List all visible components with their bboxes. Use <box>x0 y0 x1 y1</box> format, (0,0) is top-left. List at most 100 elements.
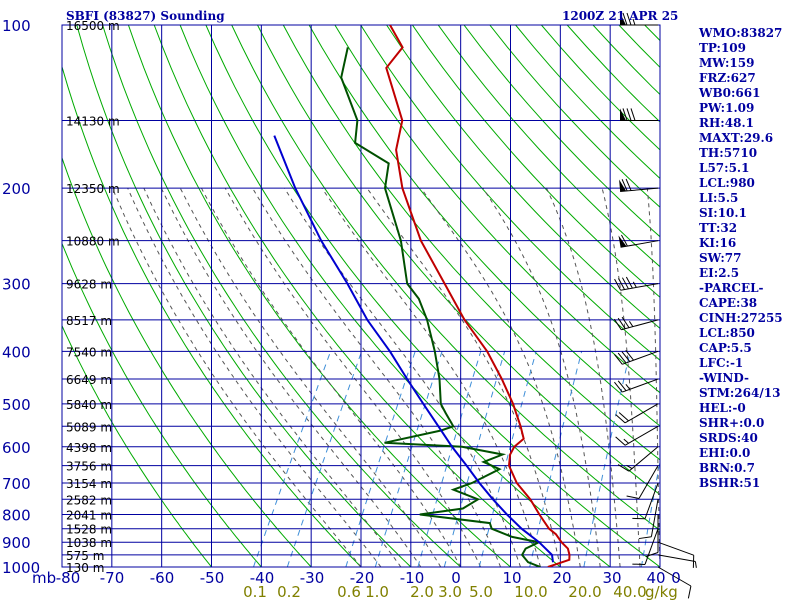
dry-adiabat-line <box>62 242 262 567</box>
pressure-tick-label: 1000 <box>2 559 40 577</box>
mixing-ratio-label: 0.6 <box>337 583 361 600</box>
height-label: 5089 m <box>66 420 112 434</box>
dry-adiabat-line <box>102 25 462 567</box>
indices-panel: WMO:83827 TP:109 MW:159 FRZ:627 WB0:661 PW:1.… <box>699 26 799 491</box>
dry-adiabat-line <box>205 25 660 567</box>
temperature-profile-line <box>385 25 571 567</box>
pressure-tick-label: 800 <box>2 506 31 524</box>
moist-adiabat-line <box>366 187 561 567</box>
index-row: MAXT:29.6 <box>699 131 774 145</box>
wind-barb <box>614 349 659 365</box>
height-label: 1038 m <box>66 536 112 550</box>
mixing-ratio-label: 0.2 <box>277 583 301 600</box>
index-row: BRN:0.7 <box>699 461 755 475</box>
index-row: TH:5710 <box>699 146 758 160</box>
index-row: PW:1.09 <box>699 101 755 115</box>
height-label: 5840 m <box>66 398 112 412</box>
temperature-tick-label: 40 <box>646 569 665 587</box>
moist-adiabat-line <box>127 187 382 567</box>
wind-barb <box>614 276 659 291</box>
mixing-ratio-label: 2.0 <box>410 583 434 600</box>
height-label: 130 m <box>66 561 104 575</box>
temperature-tick-label: -20 <box>350 569 375 587</box>
temperature-tick-label: 10 <box>502 569 521 587</box>
height-label: 12350 m <box>66 182 120 196</box>
index-row: MW:159 <box>699 56 755 70</box>
index-row: WB0:661 <box>699 86 761 100</box>
moist-adiabat-line <box>201 187 462 567</box>
index-row: STM:264/13 <box>699 386 781 400</box>
temperature-tick-label: -80 <box>56 569 81 587</box>
mixing-ratio-label: 1.0 <box>365 583 389 600</box>
index-row: SRDS:40 <box>699 431 758 445</box>
mixing-ratio-label: 40.0 <box>613 583 646 600</box>
pressure-tick-label: 900 <box>2 534 31 552</box>
mixing-ratio-label: 20.0 <box>568 583 601 600</box>
grid <box>61 24 661 568</box>
wind-barbs <box>613 12 697 599</box>
temperature-tick-label: -10 <box>400 569 425 587</box>
index-row: SW:77 <box>699 251 742 265</box>
moist-adiabat-line <box>546 187 621 567</box>
height-label: 2041 m <box>66 508 112 522</box>
dry-adiabat-line <box>62 324 213 567</box>
wind-barb <box>613 316 659 331</box>
temperature-tick-label: -30 <box>300 569 325 587</box>
index-row: WMO:83827 <box>699 26 783 40</box>
height-label: 3756 m <box>66 460 112 474</box>
temperature-tick-label: -40 <box>250 569 275 587</box>
wind-barb <box>619 178 659 192</box>
temperature-tick-label: 0 <box>451 569 461 587</box>
height-label: 14130 m <box>66 114 120 128</box>
height-label: 3154 m <box>66 477 112 491</box>
index-row: EI:2.5 <box>699 266 740 280</box>
temperature-tick-label: 20 <box>552 569 571 587</box>
wind-barb <box>614 378 659 393</box>
mixing-ratio-line <box>345 351 416 567</box>
dewpoint-profile-line <box>340 47 543 567</box>
chart-title: SBFI (83827) Sounding <box>66 9 225 23</box>
mixing-ratio-label: 3.0 <box>438 583 462 600</box>
temperature-tick-label: -60 <box>150 569 175 587</box>
index-row: KI:16 <box>699 236 737 250</box>
index-row: SI:10.1 <box>699 206 747 220</box>
height-label: 10880 m <box>66 235 120 249</box>
wind-barb <box>632 528 659 565</box>
mixing-ratio-label: 0.1 <box>243 583 267 600</box>
index-row: RH:48.1 <box>699 116 754 130</box>
temperature-tick-label: -70 <box>100 569 125 587</box>
index-row: FRZ:627 <box>699 71 756 85</box>
index-row: HEL:-0 <box>699 401 746 415</box>
wind-barb <box>638 499 659 540</box>
wind-barb <box>657 541 695 568</box>
index-row: -PARCEL- <box>699 281 764 295</box>
wind-barb <box>632 482 659 520</box>
pressure-tick-label: 200 <box>2 180 31 198</box>
mixing-ratio-unit: g/kg <box>645 583 678 600</box>
wind-barb <box>657 554 697 568</box>
pressure-tick-label: 600 <box>2 439 31 457</box>
wind-barb <box>615 425 659 446</box>
index-row: -WIND- <box>699 371 749 385</box>
dry-adiabat-line <box>127 25 512 567</box>
index-row: L57:5.1 <box>699 161 750 175</box>
labels: SBFI (83827) Sounding 1200Z 21 APR 25 10… <box>2 9 681 600</box>
height-label: 6649 m <box>66 373 112 387</box>
temperature-tick-label: -50 <box>200 569 225 587</box>
pressure-tick-label: 500 <box>2 396 31 414</box>
index-row: LCL:850 <box>699 326 755 340</box>
y-axis-label: mb <box>32 569 56 587</box>
index-row: CINH:27255 <box>699 311 783 325</box>
temperature-tick-label: 0 <box>671 569 681 587</box>
dry-adiabat-line <box>256 25 660 496</box>
mixing-ratio-line <box>374 351 443 567</box>
height-label: 8517 m <box>66 314 112 328</box>
index-row: CAP:5.5 <box>699 341 752 355</box>
index-row: LFC:-1 <box>699 356 744 370</box>
index-row: EHI:0.0 <box>699 446 751 460</box>
wind-barb <box>620 108 658 121</box>
index-row: TT:32 <box>699 221 738 235</box>
pressure-tick-label: 400 <box>2 343 31 361</box>
wind-barb <box>626 465 659 499</box>
